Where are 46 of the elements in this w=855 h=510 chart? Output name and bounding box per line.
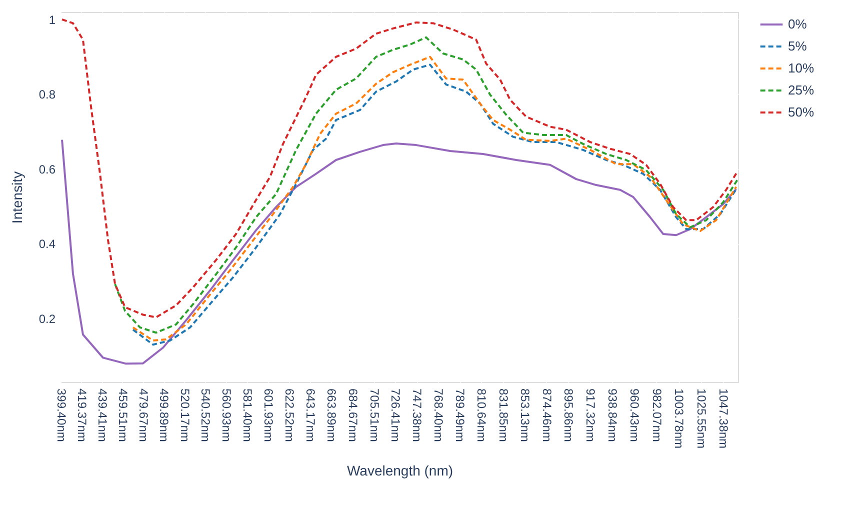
x-tick-label: 705.51nm xyxy=(367,388,382,442)
legend-label: 10% xyxy=(788,60,814,76)
legend-label: 0% xyxy=(788,16,808,32)
x-tick-label: 938.84nm xyxy=(606,388,620,442)
y-axis-title: Intensity xyxy=(8,171,25,224)
legend-label: 25% xyxy=(788,82,814,98)
line-series xyxy=(61,138,738,365)
x-tick-label: 663.89nm xyxy=(324,388,339,442)
x-tick-label: 643.17nm xyxy=(304,388,318,442)
y-tick-label: 0.4 xyxy=(38,237,56,252)
x-tick-label: 459.51nm xyxy=(116,388,130,442)
x-tick-label: 399.40nm xyxy=(54,388,68,442)
y-tick-label: 0.8 xyxy=(38,88,56,102)
x-tick-label: 581.40nm xyxy=(240,388,254,442)
x-tick-label: 853.13nm xyxy=(518,388,532,442)
legend-label: 50% xyxy=(788,104,814,120)
x-tick-label: 831.85nm xyxy=(496,388,510,442)
y-tick-label: 0.6 xyxy=(38,162,56,176)
x-tick-label: 895.86nm xyxy=(562,388,576,442)
x-axis-title: Wavelength (nm) xyxy=(346,462,454,479)
x-tick-label: 520.17nm xyxy=(178,388,192,442)
x-tick-label: 622.52nm xyxy=(282,388,296,442)
x-tick-label: 540.52nm xyxy=(198,388,213,442)
x-tick-label: 810.64nm xyxy=(474,388,489,442)
x-tick-label: 560.93nm xyxy=(220,388,234,442)
x-tick-label: 1047.38nm xyxy=(716,388,731,449)
line-series xyxy=(61,18,738,318)
y-tick-label: 0.2 xyxy=(38,312,56,326)
x-tick-label: 499.89nm xyxy=(157,388,172,442)
x-tick-label: 982.07nm xyxy=(650,388,664,442)
x-tick-label: 601.93nm xyxy=(261,388,276,442)
x-tick-label: 768.40nm xyxy=(432,388,446,442)
x-tick-label: 960.43nm xyxy=(628,388,642,442)
x-tick-label: 439.41nm xyxy=(95,388,110,442)
legend-label: 5% xyxy=(788,38,808,54)
x-tick-label: 1003.78nm xyxy=(672,388,686,449)
x-tick-label: 874.46nm xyxy=(540,388,554,442)
x-tick-label: 479.67nm xyxy=(136,388,151,442)
x-tick-label: 726.41nm xyxy=(388,388,403,442)
x-tick-label: 1025.55nm xyxy=(694,388,708,449)
x-tick-label: 684.67nm xyxy=(346,388,360,442)
x-tick-label: 747.38nm xyxy=(410,388,424,442)
x-tick-label: 917.32nm xyxy=(584,388,598,442)
y-tick-label: 1 xyxy=(48,12,56,27)
x-tick-label: 789.49nm xyxy=(453,388,468,442)
x-tick-label: 419.37nm xyxy=(74,388,89,442)
